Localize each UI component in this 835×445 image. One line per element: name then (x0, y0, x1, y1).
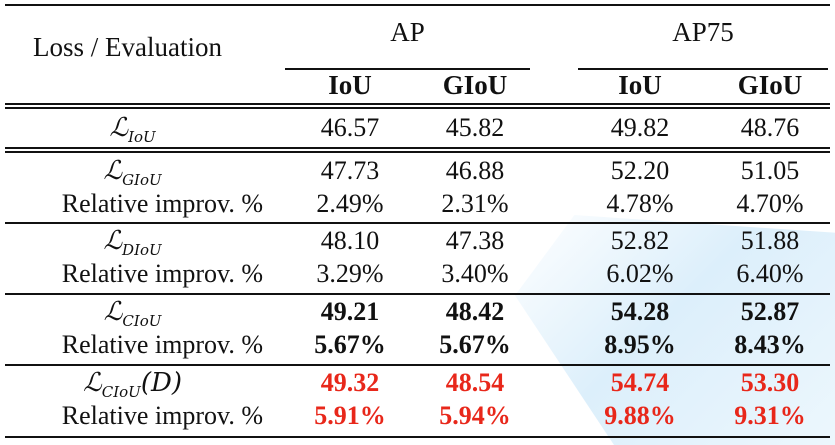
top-rule (5, 4, 830, 6)
improv-cell: 8.43% (734, 330, 806, 359)
improv-label: Relative improv. % (61, 259, 263, 288)
improv-cell: 6.40% (736, 259, 804, 288)
value-cell: 46.88 (445, 156, 505, 185)
value-cell: 45.82 (445, 113, 505, 142)
col-header-ap75-iou: IoU (618, 70, 662, 100)
value-cell: 48.76 (740, 113, 800, 142)
group-header-ap75: AP75 (672, 17, 734, 47)
loss-label-giou: ℒGIoU (103, 156, 162, 189)
value-cell: 46.57 (320, 113, 380, 142)
improv-cell: 6.02% (606, 259, 674, 288)
improv-label: Relative improv. % (61, 330, 263, 359)
value-cell: 48.42 (445, 297, 505, 326)
group-header-ap: AP (390, 17, 425, 47)
value-cell: 47.38 (445, 226, 505, 255)
value-cell: 49.82 (610, 113, 670, 142)
col-header-ap-giou: GIoU (442, 70, 508, 100)
value-cell: 51.88 (740, 226, 800, 255)
header-double-rule-1 (5, 103, 830, 105)
value-cell: 52.82 (610, 226, 670, 255)
value-cell: 49.21 (320, 297, 380, 326)
bottom-rule (5, 436, 830, 438)
improv-label: Relative improv. % (61, 401, 263, 430)
improv-cell: 9.31% (734, 401, 806, 430)
value-cell: 52.20 (610, 156, 670, 185)
loss-label-ciou-d: ℒCIoU(D) (83, 368, 182, 401)
value-cell: 51.05 (740, 156, 800, 185)
value-cell: 54.74 (610, 368, 670, 397)
improv-cell: 5.67% (439, 330, 511, 359)
improv-cell: 3.29% (316, 259, 384, 288)
section-rule-1b (5, 151, 830, 153)
value-cell: 54.28 (610, 297, 670, 326)
loss-label-diou: ℒDIoU (103, 226, 162, 259)
section-rule-2 (5, 222, 830, 224)
section-rule-3 (5, 293, 830, 295)
corner-label: Loss / Evaluation (33, 32, 222, 62)
improv-cell: 3.40% (441, 259, 509, 288)
improv-cell: 8.95% (604, 330, 676, 359)
improv-cell: 5.91% (314, 401, 386, 430)
improv-cell: 4.78% (606, 189, 674, 218)
value-cell: 47.73 (320, 156, 380, 185)
ap75-group-rule (578, 68, 828, 70)
section-rule-4 (5, 364, 830, 366)
value-cell: 48.54 (445, 368, 505, 397)
improv-cell: 9.88% (604, 401, 676, 430)
improv-label: Relative improv. % (61, 189, 263, 218)
value-cell: 48.10 (320, 226, 380, 255)
improv-cell: 4.70% (736, 189, 804, 218)
value-cell: 52.87 (740, 297, 800, 326)
improv-cell: 5.67% (314, 330, 386, 359)
col-header-ap-iou: IoU (328, 70, 372, 100)
improv-cell: 2.31% (441, 189, 509, 218)
col-header-ap75-giou: GIoU (737, 70, 803, 100)
loss-label-iou: ℒIoU (109, 113, 156, 146)
improv-cell: 2.49% (316, 189, 384, 218)
value-cell: 49.32 (320, 368, 380, 397)
value-cell: 53.30 (740, 368, 800, 397)
loss-label-ciou: ℒCIoU (103, 297, 162, 330)
improv-cell: 5.94% (439, 401, 511, 430)
section-rule-1a (5, 147, 830, 149)
ap-group-rule (285, 68, 530, 70)
header-double-rule-2 (5, 107, 830, 109)
